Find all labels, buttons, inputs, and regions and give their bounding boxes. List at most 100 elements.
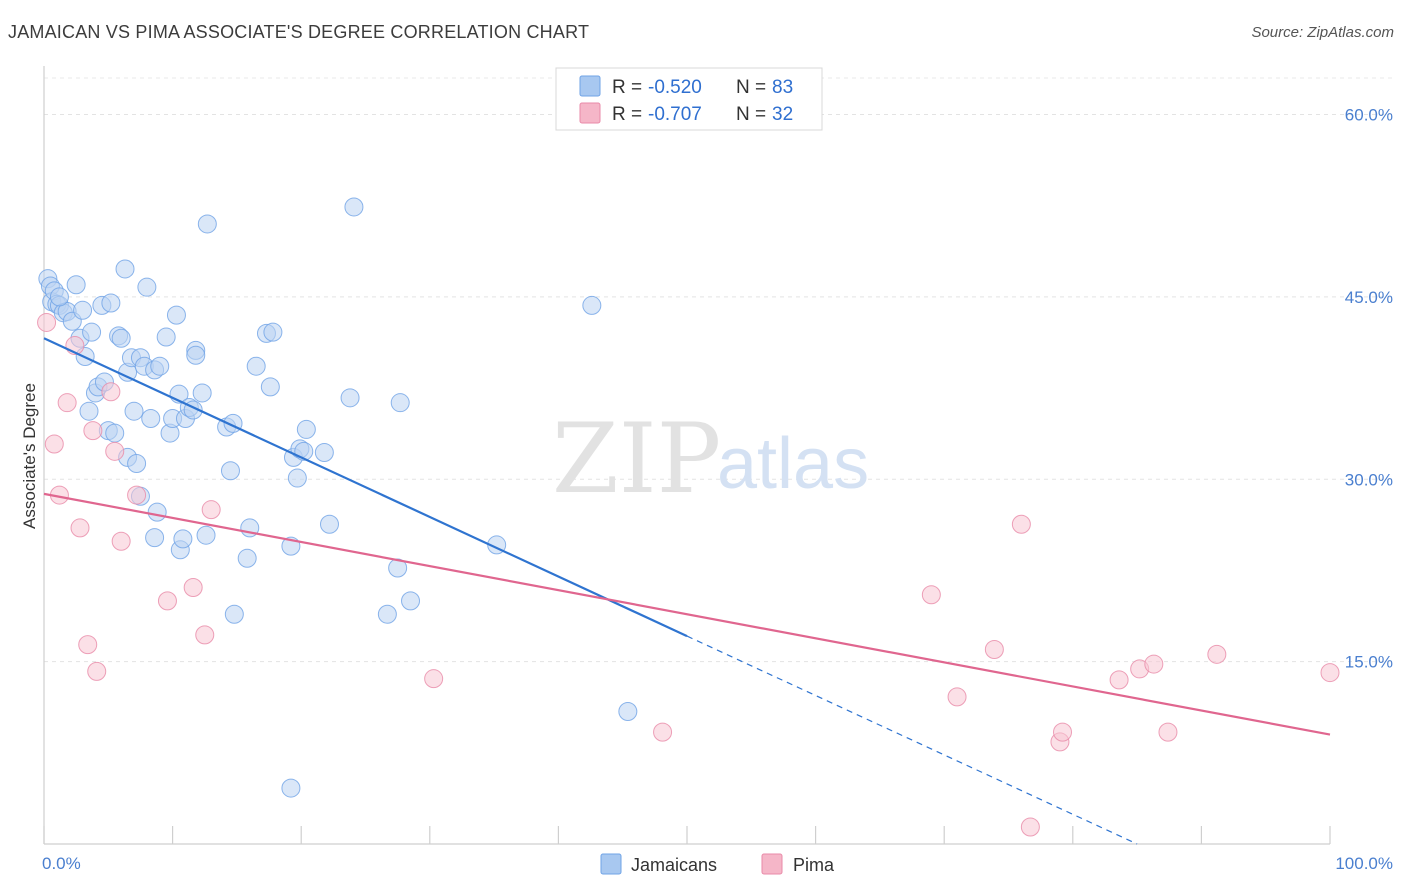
point-jamaicans-36 xyxy=(145,528,165,548)
point-pima-23 xyxy=(1020,817,1040,837)
point-pima-8 xyxy=(87,661,107,681)
x-tick-label-1: 100.0% xyxy=(1335,854,1393,873)
legend-n-value-jamaicans: 83 xyxy=(772,77,793,98)
point-pima-26 xyxy=(1109,670,1129,690)
point-jamaicans-34 xyxy=(141,408,161,428)
point-pima-10 xyxy=(105,441,125,461)
y-tick-labels: 15.0% 30.0% 45.0% 60.0% xyxy=(1345,106,1393,672)
legend-n-label-pima: N = xyxy=(736,104,766,125)
legend-r-value-jamaicans: -0.520 xyxy=(648,77,702,98)
point-pima-15 xyxy=(195,625,215,645)
point-jamaicans-52 xyxy=(197,214,217,234)
point-jamaicans-38 xyxy=(150,356,170,376)
point-jamaicans-29 xyxy=(127,453,147,473)
watermark: ZIP atlas xyxy=(552,403,869,515)
axes xyxy=(43,66,1331,845)
point-pima-9 xyxy=(101,382,121,402)
point-pima-18 xyxy=(653,722,673,742)
point-jamaicans-73 xyxy=(344,197,364,217)
point-pima-21 xyxy=(984,639,1004,659)
point-jamaicans-63 xyxy=(260,377,280,397)
point-pima-20 xyxy=(947,687,967,707)
point-pima-31 xyxy=(1320,663,1340,683)
legend-r-value-pima: -0.707 xyxy=(648,104,702,125)
x-tick-labels: 0.0% 100.0% xyxy=(42,854,1393,873)
point-pima-11 xyxy=(111,531,131,551)
point-jamaicans-57 xyxy=(224,604,244,624)
point-jamaicans-42 xyxy=(166,305,186,325)
point-pima-17 xyxy=(424,669,444,689)
top-legend: R = -0.520 N = 83 R = -0.707 N = 32 xyxy=(555,67,823,131)
point-jamaicans-70 xyxy=(281,778,301,798)
point-jamaicans-9 xyxy=(66,275,86,295)
watermark-zip: ZIP xyxy=(552,403,721,515)
point-pima-1 xyxy=(44,434,64,454)
point-jamaicans-11 xyxy=(73,300,93,320)
point-jamaicans-60 xyxy=(246,356,266,376)
point-pima-14 xyxy=(183,577,203,597)
legend-r-label-pima: R = xyxy=(612,104,642,125)
point-jamaicans-80 xyxy=(582,295,602,315)
grid-lines xyxy=(44,77,1394,663)
point-pima-6 xyxy=(78,635,98,655)
point-jamaicans-74 xyxy=(340,388,360,408)
bottom-legend-swatch-jamaicans xyxy=(600,853,622,875)
series-jamaicans xyxy=(38,197,638,798)
point-jamaicans-21 xyxy=(105,423,125,443)
legend-r-label-jamaicans: R = xyxy=(612,77,642,98)
legend-swatch-pima xyxy=(579,102,601,124)
point-pima-28 xyxy=(1144,654,1164,674)
y-tick-label-0: 15.0% xyxy=(1345,653,1393,672)
source-label: Source: ZipAtlas.com xyxy=(1251,24,1394,41)
point-pima-19 xyxy=(921,585,941,605)
point-pima-7 xyxy=(83,421,103,441)
point-jamaicans-62 xyxy=(263,322,283,342)
point-jamaicans-51 xyxy=(192,383,212,403)
series-pima xyxy=(37,312,1340,837)
bottom-legend-label-pima: Pima xyxy=(793,855,835,875)
bottom-legend-label-jamaicans: Jamaicans xyxy=(631,855,717,875)
trend-lines xyxy=(43,337,1331,845)
bottom-legend: Jamaicans Pima xyxy=(600,853,835,875)
trend-line-jamaicans-extension xyxy=(686,635,1138,845)
legend-n-value-pima: 32 xyxy=(772,104,793,125)
point-jamaicans-45 xyxy=(173,529,193,549)
point-jamaicans-13 xyxy=(79,401,99,421)
legend-n-label-jamaicans: N = xyxy=(736,77,766,98)
point-pima-16 xyxy=(201,500,221,520)
point-jamaicans-37 xyxy=(147,502,167,522)
point-jamaicans-78 xyxy=(401,591,421,611)
point-pima-29 xyxy=(1158,722,1178,742)
point-pima-3 xyxy=(57,393,77,413)
bottom-legend-swatch-pima xyxy=(761,853,783,875)
y-tick-label-1: 30.0% xyxy=(1345,470,1393,489)
y-axis-label: Associate's Degree xyxy=(20,383,39,529)
point-jamaicans-69 xyxy=(296,419,316,439)
point-jamaicans-56 xyxy=(220,461,240,481)
point-pima-5 xyxy=(70,518,90,538)
point-jamaicans-50 xyxy=(186,345,206,365)
point-jamaicans-77 xyxy=(377,604,397,624)
point-jamaicans-24 xyxy=(115,259,135,279)
point-pima-12 xyxy=(127,485,147,505)
data-points xyxy=(37,197,1340,837)
x-tick-label-0: 0.0% xyxy=(42,854,81,873)
trend-line-jamaicans xyxy=(43,337,688,638)
point-jamaicans-81 xyxy=(618,701,638,721)
point-jamaicans-58 xyxy=(237,548,257,568)
point-pima-30 xyxy=(1207,644,1227,664)
point-jamaicans-66 xyxy=(287,468,307,488)
point-jamaicans-71 xyxy=(314,443,334,463)
point-pima-0 xyxy=(37,312,57,332)
trend-line-pima xyxy=(43,492,1331,736)
watermark-atlas: atlas xyxy=(717,424,869,504)
point-jamaicans-33 xyxy=(137,277,157,297)
chart-title: JAMAICAN VS PIMA ASSOCIATE'S DEGREE CORR… xyxy=(8,22,590,42)
legend-swatch-jamaicans xyxy=(579,75,601,97)
point-jamaicans-39 xyxy=(156,327,176,347)
point-jamaicans-82 xyxy=(49,287,69,307)
point-jamaicans-72 xyxy=(319,514,339,534)
point-jamaicans-14 xyxy=(82,322,102,342)
point-jamaicans-53 xyxy=(196,525,216,545)
